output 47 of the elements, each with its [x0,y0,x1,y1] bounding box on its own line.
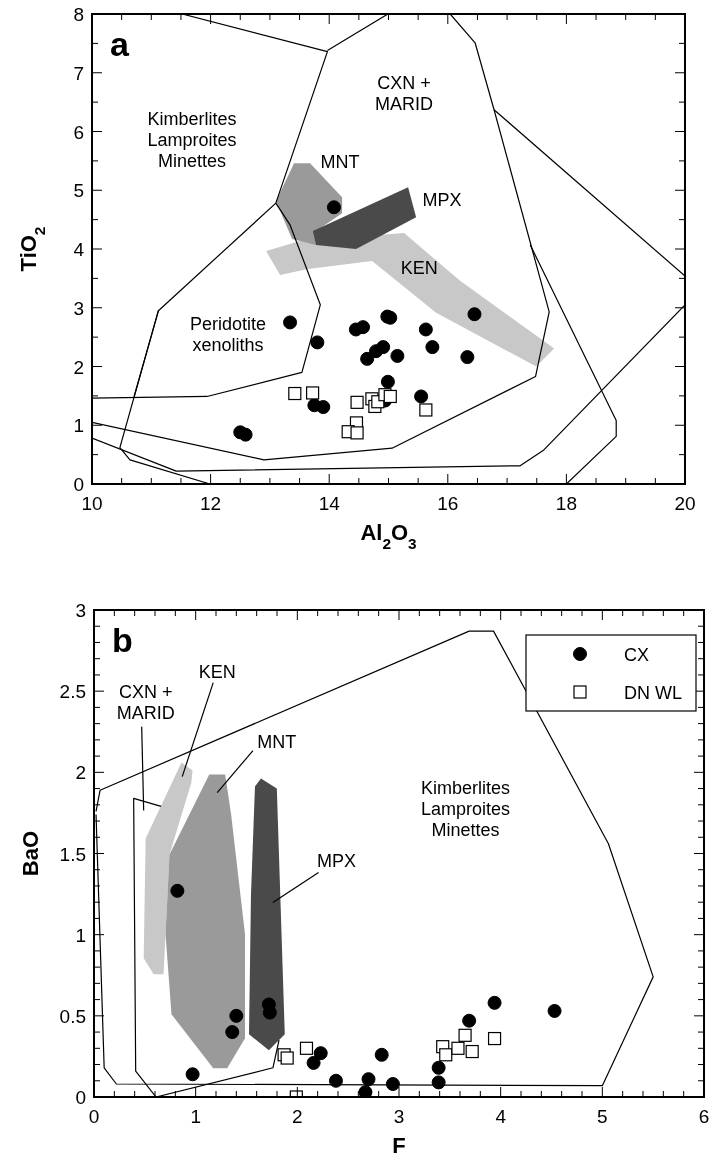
chart-title: b [112,621,133,659]
x-tick-label: 3 [393,1106,405,1127]
y-tick-label: 5 [73,180,84,202]
y-tick-label: 2 [73,356,84,378]
y-tick-label: 8 [73,4,84,25]
annotation: Kimberlites Lamproites Minettes [421,777,511,840]
x-axis-title: F [392,1133,406,1158]
annotation: Kimberlites Lamproites Minettes [147,108,237,171]
x-tick-label: 2 [292,1106,303,1127]
x-tick-label: 4 [495,1106,507,1127]
y-tick-label: 1 [75,924,86,946]
x-tick-label: 10 [81,493,103,514]
annotation: MNT [257,731,297,752]
x-tick-label: 16 [437,493,459,514]
chart-title: a [110,25,130,63]
y-tick-label: 6 [73,121,84,143]
y-tick-label: 1 [73,415,84,437]
annotation: KEN [400,257,438,278]
y-tick-label: 2 [75,762,86,784]
y-tick-label: 7 [73,62,84,84]
x-tick-label: 5 [597,1106,608,1127]
x-tick-label: 18 [555,493,577,514]
legend-label: DN WL [624,683,682,703]
x-tick-label: 0 [88,1106,100,1127]
annotation: CXN + MARID [116,681,175,723]
y-tick-label: 0 [73,474,84,495]
x-tick-label: 14 [318,493,341,514]
x-tick-label: 6 [698,1106,710,1127]
y-tick-label: 3 [75,600,86,621]
annotation: MPX [316,851,356,872]
annotation: KEN [198,661,236,682]
x-axis-title: Al$_{2}$O$_{3}$ [360,520,417,552]
y-tick-label: 0 [75,1087,86,1108]
y-tick-label: 0.5 [59,1005,86,1027]
x-tick-label: 12 [200,493,222,514]
annotation: MPX [422,190,462,211]
y-tick-label: 2.5 [59,681,86,703]
y-tick-label: 4 [73,239,85,260]
y-tick-label: 3 [73,297,84,319]
y-axis-title: BaO [18,830,43,877]
legend-label: CX [624,645,650,665]
annotation: CXN + MARID [375,72,434,114]
x-tick-label: 1 [190,1106,201,1127]
annotation: Peridotite xenoliths [190,313,267,355]
x-tick-label: 20 [674,493,696,514]
annotation: MNT [320,152,360,173]
y-tick-label: 1.5 [59,843,86,865]
